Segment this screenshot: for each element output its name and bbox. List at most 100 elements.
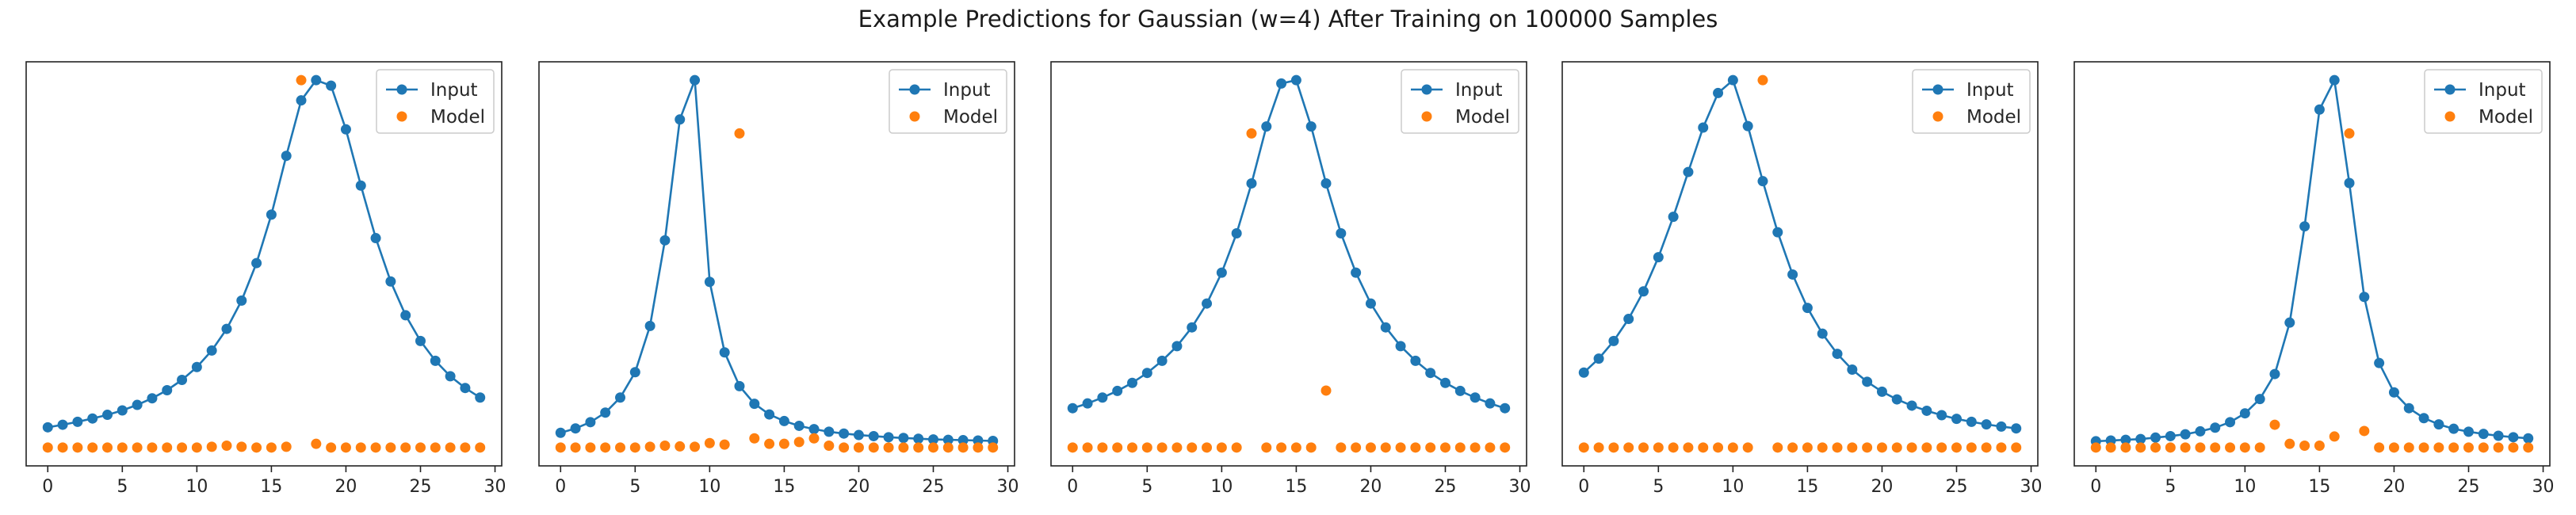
input-point	[1653, 252, 1664, 263]
input-point	[400, 310, 411, 321]
input-point	[1246, 177, 1257, 189]
legend-model-label: Model	[943, 107, 998, 128]
input-point	[1067, 402, 1078, 414]
input-point	[1425, 368, 1436, 379]
x-tick-label: 30	[997, 477, 1019, 497]
model-point	[719, 439, 730, 450]
x-tick-label: 25	[922, 477, 944, 497]
model-point	[973, 442, 984, 453]
input-point	[1683, 166, 1694, 177]
legend-input-marker	[2444, 84, 2456, 95]
x-tick-label: 25	[409, 477, 431, 497]
input-point	[296, 95, 307, 106]
input-point	[326, 80, 337, 91]
input-point	[2344, 177, 2355, 189]
model-point	[2448, 442, 2459, 453]
input-point	[1216, 267, 1227, 278]
input-point	[281, 151, 292, 162]
model-point	[629, 442, 640, 453]
model-point	[957, 442, 969, 453]
input-point	[659, 235, 671, 246]
input-point	[1623, 314, 1634, 325]
input-point	[117, 405, 128, 416]
x-tick-label: 5	[1653, 477, 1664, 497]
model-point	[2135, 442, 2146, 453]
model-point	[1593, 442, 1604, 453]
input-point	[2374, 357, 2385, 368]
model-point	[2344, 128, 2355, 139]
model-point	[793, 437, 805, 448]
model-point	[1320, 385, 1332, 396]
legend-input-label: Input	[2479, 80, 2526, 101]
legend-input-label: Input	[430, 80, 478, 101]
model-point	[1981, 442, 1992, 453]
input-point	[1847, 364, 1858, 376]
subplot-3: 0 5 10 15 20 25 30 Input Model	[1050, 61, 1531, 497]
x-tick-label: 20	[1359, 477, 1382, 497]
model-point	[2225, 442, 2236, 453]
input-point	[853, 429, 864, 441]
model-point	[1817, 442, 1828, 453]
model-point	[1787, 442, 1798, 453]
input-point	[1112, 385, 1123, 396]
input-point	[1817, 328, 1828, 339]
input-point	[1802, 303, 1813, 314]
model-point	[1365, 442, 1376, 453]
input-point	[2120, 434, 2131, 445]
input-point	[1742, 120, 1753, 132]
model-point	[1727, 442, 1738, 453]
input-point	[1276, 78, 1287, 89]
input-point	[1351, 267, 1362, 278]
model-point	[913, 442, 924, 453]
model-point	[2329, 431, 2340, 442]
input-point	[87, 413, 98, 424]
input-point	[1966, 416, 1977, 427]
legend-input-marker	[1421, 84, 1432, 95]
model-point	[1742, 442, 1753, 453]
input-point	[1500, 402, 1511, 414]
input-point	[1202, 298, 1213, 309]
legend-model-label: Model	[1455, 107, 1510, 128]
model-point	[296, 74, 307, 86]
model-point	[1847, 442, 1858, 453]
input-point	[2225, 417, 2236, 428]
model-point	[659, 441, 671, 451]
input-point	[1439, 377, 1450, 388]
model-point	[102, 442, 113, 453]
model-point	[1832, 442, 1843, 453]
input-point	[2478, 429, 2489, 440]
model-point	[1906, 442, 1917, 453]
input-point	[2418, 413, 2429, 424]
x-tick-label: 5	[117, 477, 128, 497]
legend-model-label: Model	[430, 107, 485, 128]
input-point	[1638, 286, 1649, 297]
model-point	[853, 442, 864, 453]
input-point	[898, 433, 909, 444]
model-point	[2508, 442, 2519, 453]
input-point	[2269, 368, 2280, 380]
input-point	[600, 407, 611, 418]
input-point	[719, 347, 730, 358]
model-point	[1351, 442, 1362, 453]
legend-model-marker	[396, 111, 407, 122]
input-point	[764, 409, 775, 420]
legend-model-marker	[1932, 111, 1943, 122]
x-tick-label: 15	[260, 477, 282, 497]
model-point	[764, 438, 775, 449]
input-point	[1156, 355, 1168, 366]
input-line	[2096, 78, 2528, 443]
input-point	[629, 367, 640, 378]
input-point	[1608, 335, 1619, 346]
input-point	[2433, 419, 2444, 430]
legend-input-marker	[909, 84, 920, 95]
model-point	[824, 441, 835, 451]
model-point	[1246, 128, 1257, 139]
legend-input-marker	[1932, 84, 1943, 95]
model-point	[1171, 442, 1183, 453]
model-point	[72, 442, 83, 453]
input-point	[147, 393, 158, 404]
model-point	[734, 128, 745, 139]
model-point	[1951, 442, 1962, 453]
model-point	[1216, 442, 1227, 453]
axes-frame	[1561, 61, 2039, 467]
